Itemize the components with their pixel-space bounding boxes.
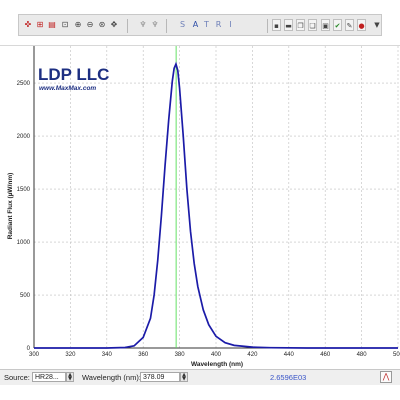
y-tick-label: 500	[20, 293, 31, 299]
peak-icon[interactable]: ⋀	[380, 371, 392, 383]
export-icon[interactable]: ▣	[321, 19, 330, 31]
mode-t-button[interactable]: T	[204, 20, 209, 29]
y-axis-label: Radiant Flux (µW/nm)	[7, 173, 14, 240]
spectrum-chart: 300 320 340 360 380 400 420 440 460 480 500 0 500 10…	[7, 46, 400, 368]
x-tick-labels: 300 320 340 360 380 400 420 440 460 480 500	[29, 352, 400, 358]
save-icon[interactable]: ▤	[48, 20, 56, 29]
x-tick-label: 420	[247, 352, 258, 358]
zoom-reset-icon[interactable]: ⊛	[98, 20, 106, 29]
mode-s-button[interactable]: S	[179, 20, 186, 29]
source-dropdown-icon[interactable]: ▲ ▼	[66, 372, 74, 382]
y-tick-label: 1000	[17, 240, 31, 246]
y-tick-label: 2000	[17, 134, 31, 140]
y-tick-label: 1500	[17, 187, 31, 193]
company-url: www.MaxMax.com	[39, 85, 96, 92]
pan-icon[interactable]: ✥	[110, 20, 118, 29]
source-select[interactable]: HR28...	[32, 372, 66, 382]
dropdown-icon[interactable]: ▼	[374, 21, 380, 29]
pin-icon[interactable]: ♆	[139, 20, 147, 29]
y-tick-labels: 0 500 1000 1500 2000 2500	[17, 81, 31, 352]
x-tick-label: 300	[29, 352, 40, 358]
zoom-in-icon[interactable]: ⊕	[74, 20, 82, 29]
wavelength-label: Wavelength (nm):	[82, 373, 141, 382]
toolbar-separator	[267, 19, 268, 33]
floppy-icon[interactable]: ▪	[272, 19, 281, 31]
source-label: Source:	[4, 373, 30, 382]
toolbar-separator	[166, 19, 167, 33]
zoom-out-icon[interactable]: ⊖	[86, 20, 94, 29]
y-tick-label: 2500	[17, 81, 31, 87]
y-tick-label: 0	[27, 346, 31, 352]
x-tick-label: 480	[357, 352, 368, 358]
toolbar: ✜ ⊞ ▤ ⊡ ⊕ ⊖ ⊛ ✥ ♆ ♆ S A T R I ▪ ▬ ❐ ❏ ▣ …	[18, 14, 382, 36]
mode-r-button[interactable]: R	[215, 20, 222, 29]
grid-icon[interactable]: ⊞	[36, 20, 44, 29]
stop-icon[interactable]: ●	[357, 19, 366, 31]
company-logo: LDP LLC	[38, 65, 109, 84]
x-tick-label: 440	[284, 352, 295, 358]
x-tick-label: 500	[393, 352, 400, 358]
status-bar: Source: HR28... ▲ ▼ Wavelength (nm): 378.…	[0, 369, 400, 385]
wavelength-stepper[interactable]: ▲ ▼	[180, 372, 188, 382]
plot-top-border	[0, 45, 400, 46]
chart-grid	[33, 46, 399, 348]
reading-value: 2.6596E03	[270, 373, 307, 382]
mode-i-button[interactable]: I	[229, 20, 232, 29]
print-icon[interactable]: ▬	[284, 19, 293, 31]
pin-alt-icon[interactable]: ♆	[151, 20, 159, 29]
x-axis-label: Wavelength (nm)	[191, 361, 243, 368]
crosshair-icon[interactable]: ✜	[24, 20, 32, 29]
x-tick-label: 360	[138, 352, 149, 358]
series-line-spectrum	[34, 61, 398, 349]
notes-icon[interactable]: ✎	[345, 19, 354, 31]
x-tick-label: 320	[65, 352, 76, 358]
x-tick-label: 340	[102, 352, 113, 358]
mode-a-button[interactable]: A	[192, 20, 199, 29]
x-tick-label: 380	[175, 352, 186, 358]
x-tick-label: 400	[211, 352, 222, 358]
toolbar-separator	[127, 19, 128, 33]
zoom-icon[interactable]: ⊡	[61, 20, 69, 29]
settings-icon[interactable]: ✔	[333, 19, 342, 31]
x-tick-label: 460	[320, 352, 331, 358]
wavelength-input[interactable]: 378.09	[140, 372, 180, 382]
paste-icon[interactable]: ❏	[308, 19, 317, 31]
copy-icon[interactable]: ❐	[296, 19, 305, 31]
